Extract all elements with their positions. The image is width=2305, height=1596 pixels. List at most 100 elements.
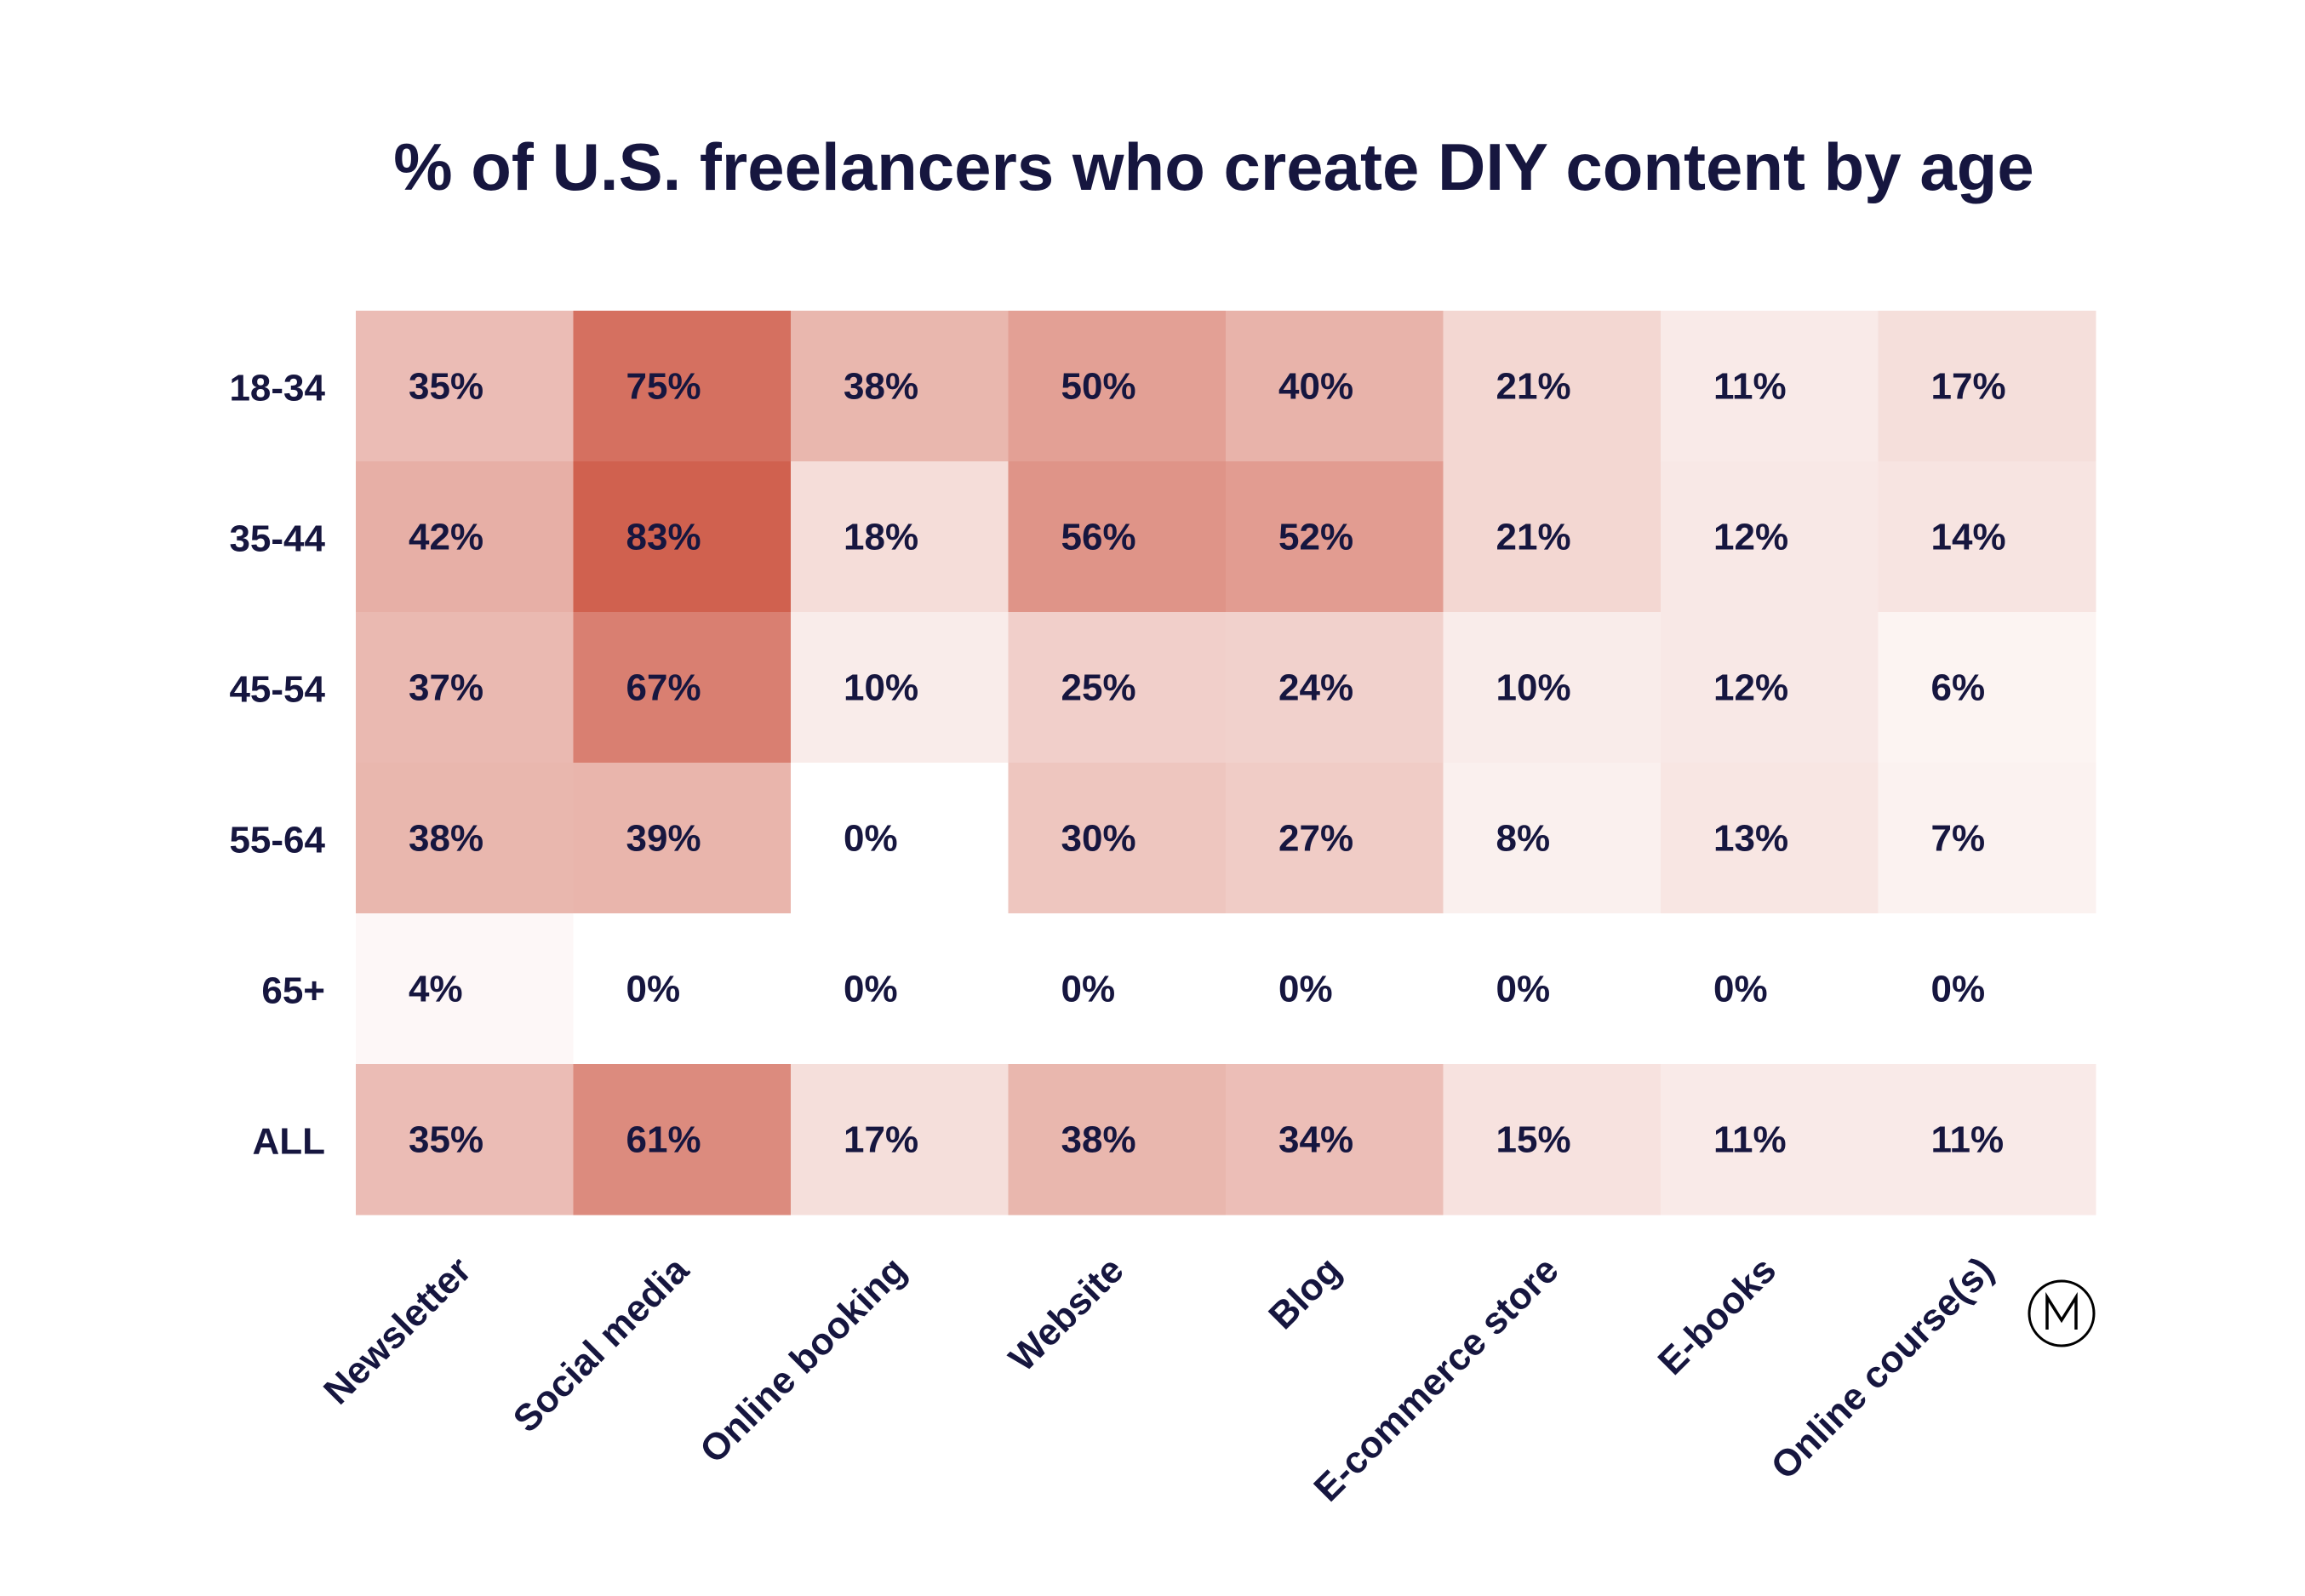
heatmap-cell (791, 461, 1009, 613)
logo-icon (2028, 1279, 2096, 1347)
cell-value-label: 11% (1713, 1119, 1787, 1161)
cell-value-label: 6% (1931, 667, 1986, 709)
cell-value-label: 25% (1061, 667, 1136, 709)
heatmap-cell (1878, 612, 2096, 764)
cell-value-label: 0% (844, 818, 898, 860)
heatmap-cell (573, 763, 792, 914)
heatmap-cell (573, 461, 792, 613)
row-label-all: ALL (252, 1121, 325, 1163)
heatmap-cell (356, 311, 574, 462)
heatmap-cell (1008, 913, 1227, 1065)
cell-value-label: 11% (1713, 366, 1787, 408)
cell-value-label: 56% (1061, 517, 1136, 558)
cell-value-label: 40% (1278, 366, 1353, 408)
row-label-65: 65+ (261, 970, 325, 1012)
cell-value-label: 39% (626, 818, 701, 860)
heatmap-cell (1661, 311, 1879, 462)
cell-value-label: 38% (409, 818, 483, 860)
cell-value-label: 24% (1278, 667, 1353, 709)
heatmap-cell (573, 913, 792, 1065)
heatmap-cell (356, 913, 574, 1065)
cell-value-label: 0% (1713, 969, 1768, 1010)
cell-value-label: 13% (1713, 818, 1788, 860)
chart-title: % of U.S. freelancers who create DIY con… (393, 129, 2034, 204)
heatmap-cell (356, 461, 574, 613)
cell-value-label: 21% (1496, 517, 1571, 558)
heatmap-cell (791, 612, 1009, 764)
heatmap-cell (791, 763, 1009, 914)
cell-value-label: 15% (1496, 1119, 1571, 1161)
heatmap-cell (1443, 1064, 1662, 1216)
cell-value-label: 75% (626, 366, 701, 408)
cell-value-label: 0% (1496, 969, 1551, 1010)
heatmap-cell (573, 612, 792, 764)
row-labels: 18-34 35-44 45-54 55-64 65+ ALL (229, 368, 325, 1163)
cell-value-label: 0% (1931, 969, 1986, 1010)
cell-value-label: 21% (1496, 366, 1571, 408)
heatmap-cell (356, 763, 574, 914)
heatmap-cell (1661, 763, 1879, 914)
heatmap-cell (1443, 461, 1662, 613)
cell-value-label: 0% (844, 969, 898, 1010)
heatmap-cell (1878, 461, 2096, 613)
cell-value-label: 61% (626, 1119, 701, 1161)
heatmap-cell (1226, 763, 1444, 914)
cell-value-label: 67% (626, 667, 701, 709)
heatmap-cell (1878, 311, 2096, 462)
heatmap-cell (356, 612, 574, 764)
heatmap-cell (1443, 311, 1662, 462)
cell-value-label: 18% (844, 517, 918, 558)
heatmap-cell (1661, 612, 1879, 764)
row-label-4554: 45-54 (229, 669, 325, 711)
heatmap-cell (1008, 763, 1227, 914)
heatmap-cell (1443, 913, 1662, 1065)
cell-value-label: 0% (626, 969, 681, 1010)
heatmap-cell (1008, 1064, 1227, 1216)
row-label-1834: 18-34 (229, 368, 325, 409)
row-label-3544: 35-44 (229, 518, 325, 560)
heatmap-cell (1226, 1064, 1444, 1216)
heatmap-cell (1661, 913, 1879, 1065)
heatmap-cell (356, 1064, 574, 1216)
heatmap-cell (573, 1064, 792, 1216)
column-label-online-course-s: Online course(s) (1763, 1249, 2001, 1487)
cell-value-label: 38% (1061, 1119, 1136, 1161)
cell-value-label: 10% (1496, 667, 1571, 709)
cell-value-label: 17% (1931, 366, 2006, 408)
cell-value-labels: 35% 75% 38% 50% 40% 21% 11% 17% 42% 83% 18% 56% 52% 2… (409, 366, 2006, 1161)
heatmap-cell (1661, 461, 1879, 613)
heatmap-cell (1443, 763, 1662, 914)
column-label-social-media: Social media (506, 1249, 697, 1440)
heatmap-cell (1878, 763, 2096, 914)
heatmap-cell (791, 1064, 1009, 1216)
cell-value-label: 50% (1061, 366, 1136, 408)
cell-value-label: 42% (409, 517, 483, 558)
heatmap-cell (1443, 612, 1662, 764)
heatmap-cell (1878, 913, 2096, 1065)
cell-value-label: 17% (844, 1119, 918, 1161)
heatmap-cell (1226, 461, 1444, 613)
row-label-5564: 55-64 (229, 820, 325, 861)
cell-value-label: 35% (409, 1119, 483, 1161)
cell-value-label: 35% (409, 366, 483, 408)
cell-value-label: 38% (844, 366, 918, 408)
heatmap-cell (1226, 612, 1444, 764)
cell-value-label: 14% (1931, 517, 2006, 558)
cell-value-label: 4% (409, 969, 463, 1010)
cell-value-label: 34% (1278, 1119, 1353, 1161)
heatmap-cell (1878, 1064, 2096, 1216)
cell-value-label: 12% (1713, 667, 1788, 709)
heatmap-cell (791, 311, 1009, 462)
column-label-website: Website (1001, 1249, 1131, 1379)
cell-value-label: 27% (1278, 818, 1353, 860)
heatmap-cell (573, 311, 792, 462)
column-label-online-booking: Online booking (692, 1249, 914, 1471)
cell-value-label: 7% (1931, 818, 1986, 860)
column-label-e-books: E-books (1650, 1249, 1784, 1382)
heatmap-cell (1226, 311, 1444, 462)
cell-value-label: 37% (409, 667, 483, 709)
cell-value-label: 52% (1278, 517, 1353, 558)
heatmap-cell (1661, 1064, 1879, 1216)
